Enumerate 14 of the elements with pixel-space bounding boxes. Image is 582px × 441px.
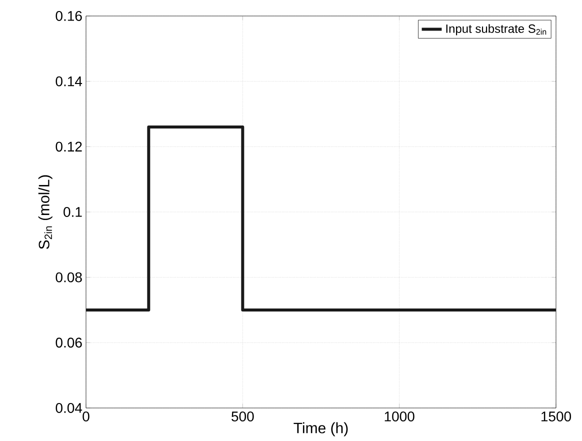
y-axis-title: S$_{2in}$ (mol/L) — [38, 175, 52, 249]
y-tick-label: 0.16 — [56, 11, 82, 21]
y-tick-label: 0.1 — [64, 207, 82, 217]
y-tick-label: 0.12 — [56, 142, 82, 152]
x-tick-label: 500 — [232, 412, 254, 422]
y-tick-label: 0.08 — [56, 272, 82, 282]
y-tick-label: 0.04 — [56, 403, 82, 413]
x-axis-title: Time (h) — [294, 422, 348, 436]
x-tick-label: 0 — [82, 412, 90, 422]
x-tick-label: 1500 — [541, 412, 572, 422]
y-tick-label: 0.14 — [56, 76, 82, 86]
y-tick-label: 0.06 — [56, 338, 82, 348]
legend-label: Input substrate S$_{2in}$ — [446, 24, 546, 36]
x-tick-label: 1000 — [384, 412, 414, 422]
